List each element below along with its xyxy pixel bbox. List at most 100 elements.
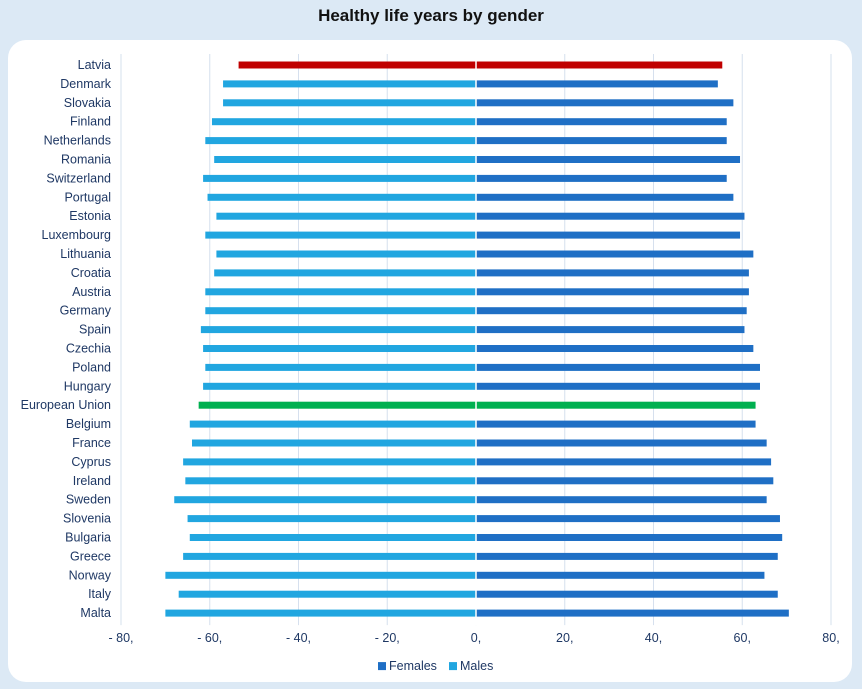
- bar-females: [476, 458, 772, 466]
- bar-females: [476, 99, 734, 107]
- bar-females: [476, 534, 783, 541]
- category-label: Croatia: [71, 266, 111, 280]
- bar-females: [476, 156, 741, 163]
- x-tick-label: 0,: [471, 631, 481, 645]
- bar-females: [476, 61, 723, 69]
- category-label: Slovenia: [63, 512, 111, 526]
- bar-males: [203, 382, 476, 390]
- legend-label-males: Males: [460, 659, 493, 673]
- bar-females: [476, 118, 727, 126]
- bar-males: [189, 534, 476, 541]
- bar-females: [476, 212, 745, 220]
- x-tick-label: - 80,: [108, 631, 133, 645]
- x-tick-label: 60,: [734, 631, 751, 645]
- bar-males: [216, 212, 476, 220]
- bar-males: [165, 571, 476, 579]
- bar-females: [476, 515, 780, 523]
- bar-males: [203, 174, 476, 182]
- category-label: Luxembourg: [42, 228, 112, 242]
- bar-females: [476, 250, 754, 258]
- chart-panel: Latvia Denmark Slovakia Finland Netherlands R…: [8, 40, 852, 682]
- category-label: Belgium: [66, 417, 111, 431]
- category-label: Czechia: [66, 342, 111, 356]
- bar-males: [207, 193, 476, 201]
- x-tick-label: - 40,: [286, 631, 311, 645]
- legend-swatch-females: [378, 662, 386, 671]
- bar-males: [214, 269, 476, 277]
- bar-females: [476, 80, 718, 88]
- bar-males: [216, 250, 476, 258]
- bar-males: [205, 288, 476, 296]
- category-label: Austria: [72, 285, 111, 299]
- bar-males: [185, 477, 476, 485]
- category-label: European Union: [21, 398, 111, 412]
- category-label: Poland: [72, 360, 111, 374]
- category-label: France: [72, 436, 111, 450]
- bar-females: [476, 288, 749, 296]
- category-label: Sweden: [66, 493, 111, 507]
- legend-swatch-males: [449, 662, 457, 671]
- x-tick-label: - 20,: [375, 631, 400, 645]
- category-label: Portugal: [64, 190, 111, 204]
- bar-females: [476, 496, 767, 504]
- bar-males: [198, 401, 476, 409]
- bar-females: [476, 552, 778, 560]
- bar-females: [476, 307, 747, 315]
- bar-females: [476, 420, 756, 428]
- bar-females: [476, 382, 760, 390]
- category-label: Netherlands: [44, 134, 111, 148]
- category-label: Hungary: [64, 379, 112, 393]
- category-label: Finland: [70, 115, 111, 129]
- bar-males: [165, 609, 476, 617]
- category-label: Ireland: [73, 474, 111, 488]
- bar-females: [476, 609, 789, 617]
- bar-males: [183, 552, 476, 560]
- category-label: Norway: [69, 568, 112, 582]
- bar-males: [174, 496, 476, 504]
- bar-females: [476, 174, 727, 182]
- category-label: Italy: [88, 587, 112, 601]
- category-label: Switzerland: [46, 171, 111, 185]
- chart-title: Healthy life years by gender: [318, 6, 544, 25]
- category-label: Malta: [80, 606, 111, 620]
- bar-males: [203, 345, 476, 352]
- bar-males: [205, 307, 476, 315]
- category-label: Lithuania: [60, 247, 111, 261]
- category-label: Estonia: [69, 209, 111, 223]
- bar-females: [476, 571, 765, 579]
- legend-label-females: Females: [389, 659, 437, 673]
- bar-males: [214, 156, 476, 163]
- x-tick-label: 20,: [556, 631, 573, 645]
- bar-males: [238, 61, 476, 69]
- bar-males: [189, 420, 476, 428]
- bar-males: [223, 80, 476, 88]
- bar-females: [476, 477, 774, 485]
- bar-females: [476, 137, 727, 145]
- category-label: Cyprus: [71, 455, 111, 469]
- bar-females: [476, 269, 749, 277]
- bar-males: [211, 118, 476, 126]
- bar-females: [476, 193, 734, 201]
- x-tick-label: - 60,: [197, 631, 222, 645]
- x-tick-label: 40,: [645, 631, 662, 645]
- bar-males: [205, 363, 476, 371]
- bar-females: [476, 231, 741, 239]
- bar-males: [187, 515, 476, 523]
- bar-males: [205, 231, 476, 239]
- category-label: Latvia: [78, 58, 111, 72]
- category-label: Denmark: [60, 77, 111, 91]
- bar-females: [476, 326, 745, 334]
- bar-males: [223, 99, 476, 107]
- bar-females: [476, 345, 754, 352]
- category-label: Romania: [61, 153, 111, 167]
- bar-females: [476, 401, 756, 409]
- bar-females: [476, 439, 767, 447]
- bar-males: [192, 439, 476, 447]
- bar-chart: Latvia Denmark Slovakia Finland Netherlands R…: [21, 54, 840, 673]
- bar-males: [200, 326, 476, 334]
- x-tick-label: 80,: [822, 631, 839, 645]
- bar-females: [476, 590, 778, 598]
- category-label: Bulgaria: [65, 531, 111, 545]
- category-label: Germany: [60, 304, 112, 318]
- bar-males: [178, 590, 476, 598]
